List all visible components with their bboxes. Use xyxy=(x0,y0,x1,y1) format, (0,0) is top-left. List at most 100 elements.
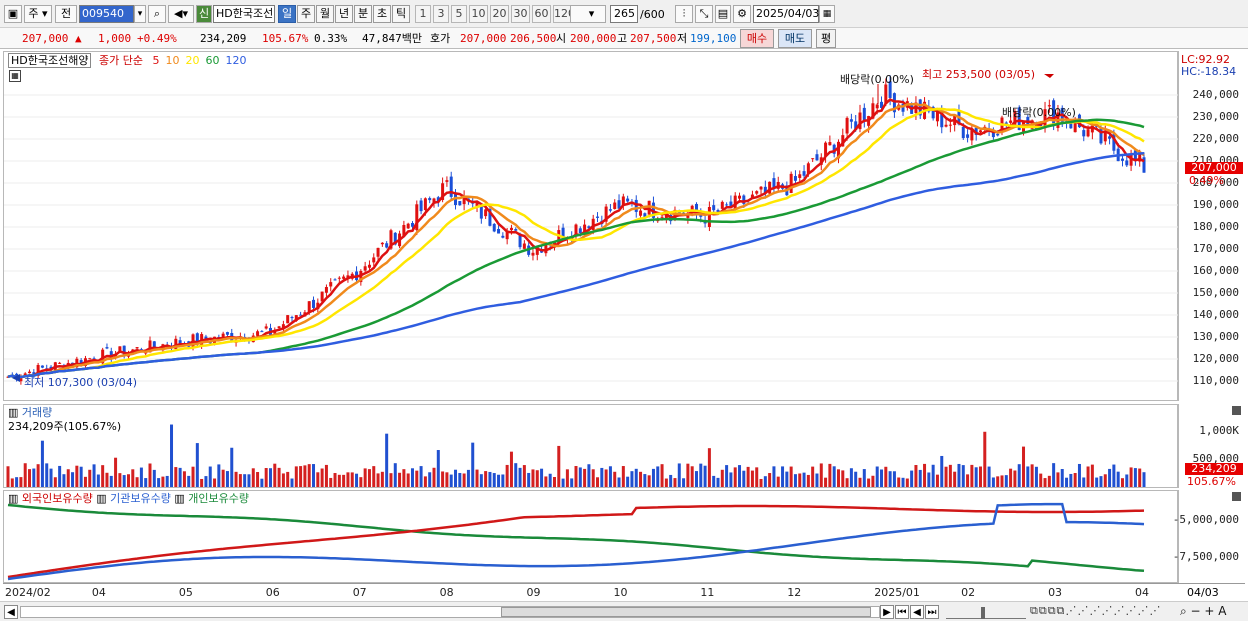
volume-bar xyxy=(608,466,612,487)
candle-body xyxy=(40,365,44,368)
scroll-right-icon[interactable]: ▶ xyxy=(880,605,894,619)
interval-tab-10[interactable]: 10 xyxy=(469,5,488,23)
candle-body xyxy=(1039,124,1043,126)
interval-dropdown[interactable]: ▾ xyxy=(570,5,606,23)
period-tab-2[interactable]: 월 xyxy=(316,5,334,23)
zoom-slider-handle[interactable] xyxy=(981,607,985,619)
candle-body xyxy=(454,193,458,206)
data-count-input[interactable]: 265 xyxy=(610,5,638,23)
code-dropdown-icon[interactable]: ▾ xyxy=(134,5,146,23)
candle-body xyxy=(428,198,432,201)
price-tick-0: 240,000 xyxy=(1192,88,1239,101)
candle-body xyxy=(380,242,384,245)
volume-bar xyxy=(720,469,724,487)
close-panel-icon[interactable] xyxy=(1232,406,1241,415)
holdings-chart-panel[interactable]: ▥ 외국인보유수량 ▥ 기관보유수량 ▥ 개인보유수량 xyxy=(3,490,1178,583)
volume-bar xyxy=(772,466,776,487)
zoom-controls-icon[interactable]: ⌕ − + A xyxy=(1180,604,1227,618)
candle-body xyxy=(596,216,600,218)
volume-bar xyxy=(660,464,664,487)
volume-bar xyxy=(66,469,70,487)
zoom-slider[interactable] xyxy=(946,605,1026,619)
save-icon[interactable]: ▤ xyxy=(715,5,731,23)
speaker-icon[interactable]: ◀▾ xyxy=(168,5,194,23)
date-input[interactable]: 2025/04/03 xyxy=(753,5,819,23)
candle-body xyxy=(561,227,565,241)
open-price: 200,000 xyxy=(570,32,617,45)
volume-bar xyxy=(148,463,152,487)
interval-tab-5[interactable]: 5 xyxy=(451,5,467,23)
period-tab-5[interactable]: 초 xyxy=(373,5,391,23)
calendar-icon[interactable]: ▦ xyxy=(819,5,835,23)
volume-bar xyxy=(19,477,23,487)
volume-bar xyxy=(376,473,380,487)
chart-type-icon[interactable]: ⫶ xyxy=(675,5,693,23)
market-select[interactable]: 주 ▾ xyxy=(24,5,52,23)
candle-body xyxy=(849,119,853,122)
draw-tool-icon[interactable]: ⤡ xyxy=(695,5,713,23)
volume-bar xyxy=(931,464,935,487)
volume-bar xyxy=(892,471,896,487)
interval-tab-3[interactable]: 3 xyxy=(433,5,449,23)
volume-bar xyxy=(419,466,423,487)
grid-toggle-icon[interactable]: ▦ xyxy=(9,70,21,82)
search-icon[interactable]: ⌕ xyxy=(148,5,166,23)
period-tab-3[interactable]: 년 xyxy=(335,5,353,23)
interval-tab-30[interactable]: 30 xyxy=(511,5,530,23)
interval-tab-120[interactable]: 120 xyxy=(553,5,575,23)
candle-body xyxy=(664,214,668,219)
candle-body xyxy=(144,352,148,354)
volume-bar xyxy=(854,471,858,487)
volume-bar xyxy=(669,474,673,487)
scroll-left-icon[interactable]: ◀ xyxy=(4,605,18,619)
volume-bar xyxy=(329,477,333,487)
candle-body xyxy=(363,266,367,271)
window-menu-icon[interactable]: ▣ xyxy=(4,5,22,23)
last-page-icon[interactable]: ⏭ xyxy=(925,605,939,619)
interval-tab-1[interactable]: 1 xyxy=(415,5,431,23)
volume-bar xyxy=(363,468,367,487)
volume-bar xyxy=(806,474,810,487)
candle-body xyxy=(122,345,126,356)
last-price-tag: 207,000 xyxy=(1185,162,1243,174)
gear-icon[interactable]: ⚙ xyxy=(733,5,751,23)
candle-body xyxy=(458,201,462,206)
price-chart-panel[interactable]: HD한국조선해양 종가 단순 5 10 20 60 120 ▦ 배당락(0.00%) 배… xyxy=(3,51,1179,401)
sell-button[interactable]: 매도 xyxy=(778,29,812,48)
interval-tab-60[interactable]: 60 xyxy=(532,5,551,23)
period-tab-1[interactable]: 주 xyxy=(297,5,315,23)
volume-chart-panel[interactable]: ▥ 거래량 234,209주(105.67%) xyxy=(3,404,1178,488)
prev-page-icon[interactable]: ◀ xyxy=(910,605,924,619)
scroll-thumb[interactable] xyxy=(501,607,871,617)
volume-bar xyxy=(548,473,552,487)
volume-last-tag: 234,209 xyxy=(1185,463,1243,475)
period-tab-6[interactable]: 틱 xyxy=(392,5,410,23)
chart-tools-icons[interactable]: ⧉⧉⧉⧉⋰⋰⋰⋰⋰⋰⋰⋰ xyxy=(1030,604,1162,617)
prev-button[interactable]: 전 xyxy=(55,5,77,23)
period-tab-4[interactable]: 분 xyxy=(354,5,372,23)
volume-bar xyxy=(208,466,212,487)
ask-label: 호가 xyxy=(430,32,451,45)
high-annotation: 최고 253,500 (03/05) xyxy=(922,68,1036,81)
period-tab-0[interactable]: 일 xyxy=(278,5,296,23)
first-page-icon[interactable]: ⏮ xyxy=(895,605,909,619)
interval-tab-20[interactable]: 20 xyxy=(490,5,509,23)
candle-body xyxy=(880,101,884,108)
volume-bar xyxy=(604,469,608,487)
buy-button[interactable]: 매수 xyxy=(740,29,774,48)
volume-bar xyxy=(406,473,410,487)
candle-body xyxy=(436,197,440,202)
scroll-track[interactable] xyxy=(20,606,880,618)
stock-name-field[interactable]: HD한국조선 xyxy=(213,5,275,23)
candle-body xyxy=(1004,122,1008,124)
volume-bar xyxy=(122,475,126,487)
volume-bar xyxy=(1073,473,1077,487)
candle-body xyxy=(174,338,178,350)
eval-button[interactable]: 평 xyxy=(816,29,836,48)
volume-bar xyxy=(1125,474,1129,487)
candle-body xyxy=(204,336,208,340)
candle-body xyxy=(996,133,1000,136)
stock-code-input[interactable]: 009540 xyxy=(79,5,134,23)
close-holdings-icon[interactable] xyxy=(1232,492,1241,501)
volume-last-pct: 105.67% xyxy=(1187,475,1236,488)
